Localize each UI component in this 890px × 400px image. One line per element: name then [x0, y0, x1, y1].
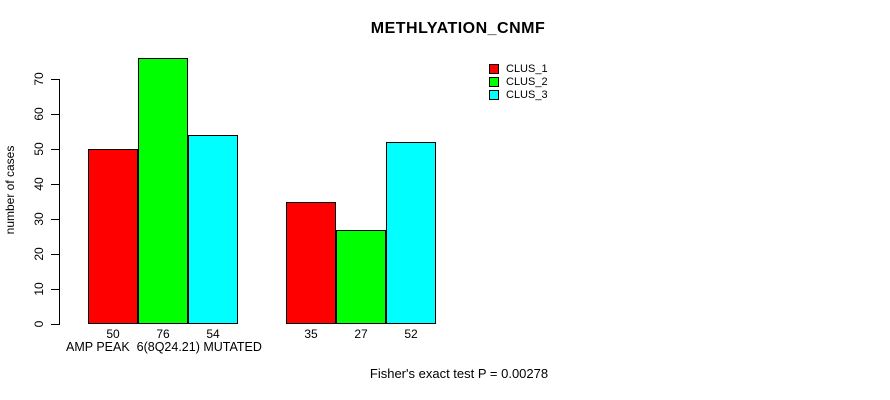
y-tick-label: 50 — [32, 142, 46, 156]
bar-clus_2-group1 — [138, 58, 188, 324]
y-tick-mark — [51, 323, 59, 325]
fisher-test-annotation: Fisher's exact test P = 0.00278 — [369, 366, 549, 381]
y-tick-mark — [51, 183, 59, 185]
bar-value-label: 27 — [354, 327, 368, 341]
legend-label: CLUS_2 — [506, 76, 548, 88]
y-tick-label: 30 — [32, 212, 46, 226]
bar-clus_1-group2 — [286, 201, 336, 324]
legend-label: CLUS_3 — [506, 89, 548, 101]
y-tick-mark — [51, 288, 59, 290]
legend-label: CLUS_1 — [506, 63, 548, 75]
bar-value-label: 35 — [304, 327, 318, 341]
bar-value-label: 76 — [156, 327, 170, 341]
y-tick-mark — [51, 113, 59, 115]
y-tick-label: 60 — [32, 107, 46, 121]
legend-swatch — [489, 77, 499, 87]
y-tick-label: 20 — [32, 247, 46, 261]
bar-clus_3-group1 — [188, 135, 238, 324]
legend-item-clus_1: CLUS_1 — [489, 63, 548, 75]
y-tick-mark — [51, 78, 59, 80]
bar-clus_3-group2 — [386, 142, 436, 324]
bar-clus_1-group1 — [88, 149, 138, 324]
y-tick-label: 40 — [32, 177, 46, 191]
bar-clus_2-group2 — [336, 229, 386, 324]
y-tick-mark — [51, 148, 59, 150]
y-tick-label: 70 — [32, 72, 46, 86]
y-tick-label: 10 — [32, 282, 46, 296]
legend-item-clus_2: CLUS_2 — [489, 76, 548, 88]
bar-value-label: 50 — [106, 327, 120, 341]
legend-item-clus_3: CLUS_3 — [489, 89, 548, 101]
y-axis-title: number of cases — [3, 145, 17, 235]
bar-value-label: 54 — [206, 327, 220, 341]
legend-swatch — [489, 64, 499, 74]
y-tick-label: 0 — [32, 320, 46, 328]
y-tick-mark — [51, 218, 59, 220]
x-axis-label: AMP PEAK 6(8Q24.21) MUTATED — [66, 340, 262, 354]
legend-swatch — [489, 90, 499, 100]
bar-value-label: 52 — [404, 327, 418, 341]
y-axis-line — [59, 79, 60, 325]
chart-title: METHLYATION_CNMF — [370, 20, 546, 37]
legend: CLUS_1 CLUS_2 CLUS_3 — [489, 63, 548, 101]
y-tick-mark — [51, 253, 59, 255]
